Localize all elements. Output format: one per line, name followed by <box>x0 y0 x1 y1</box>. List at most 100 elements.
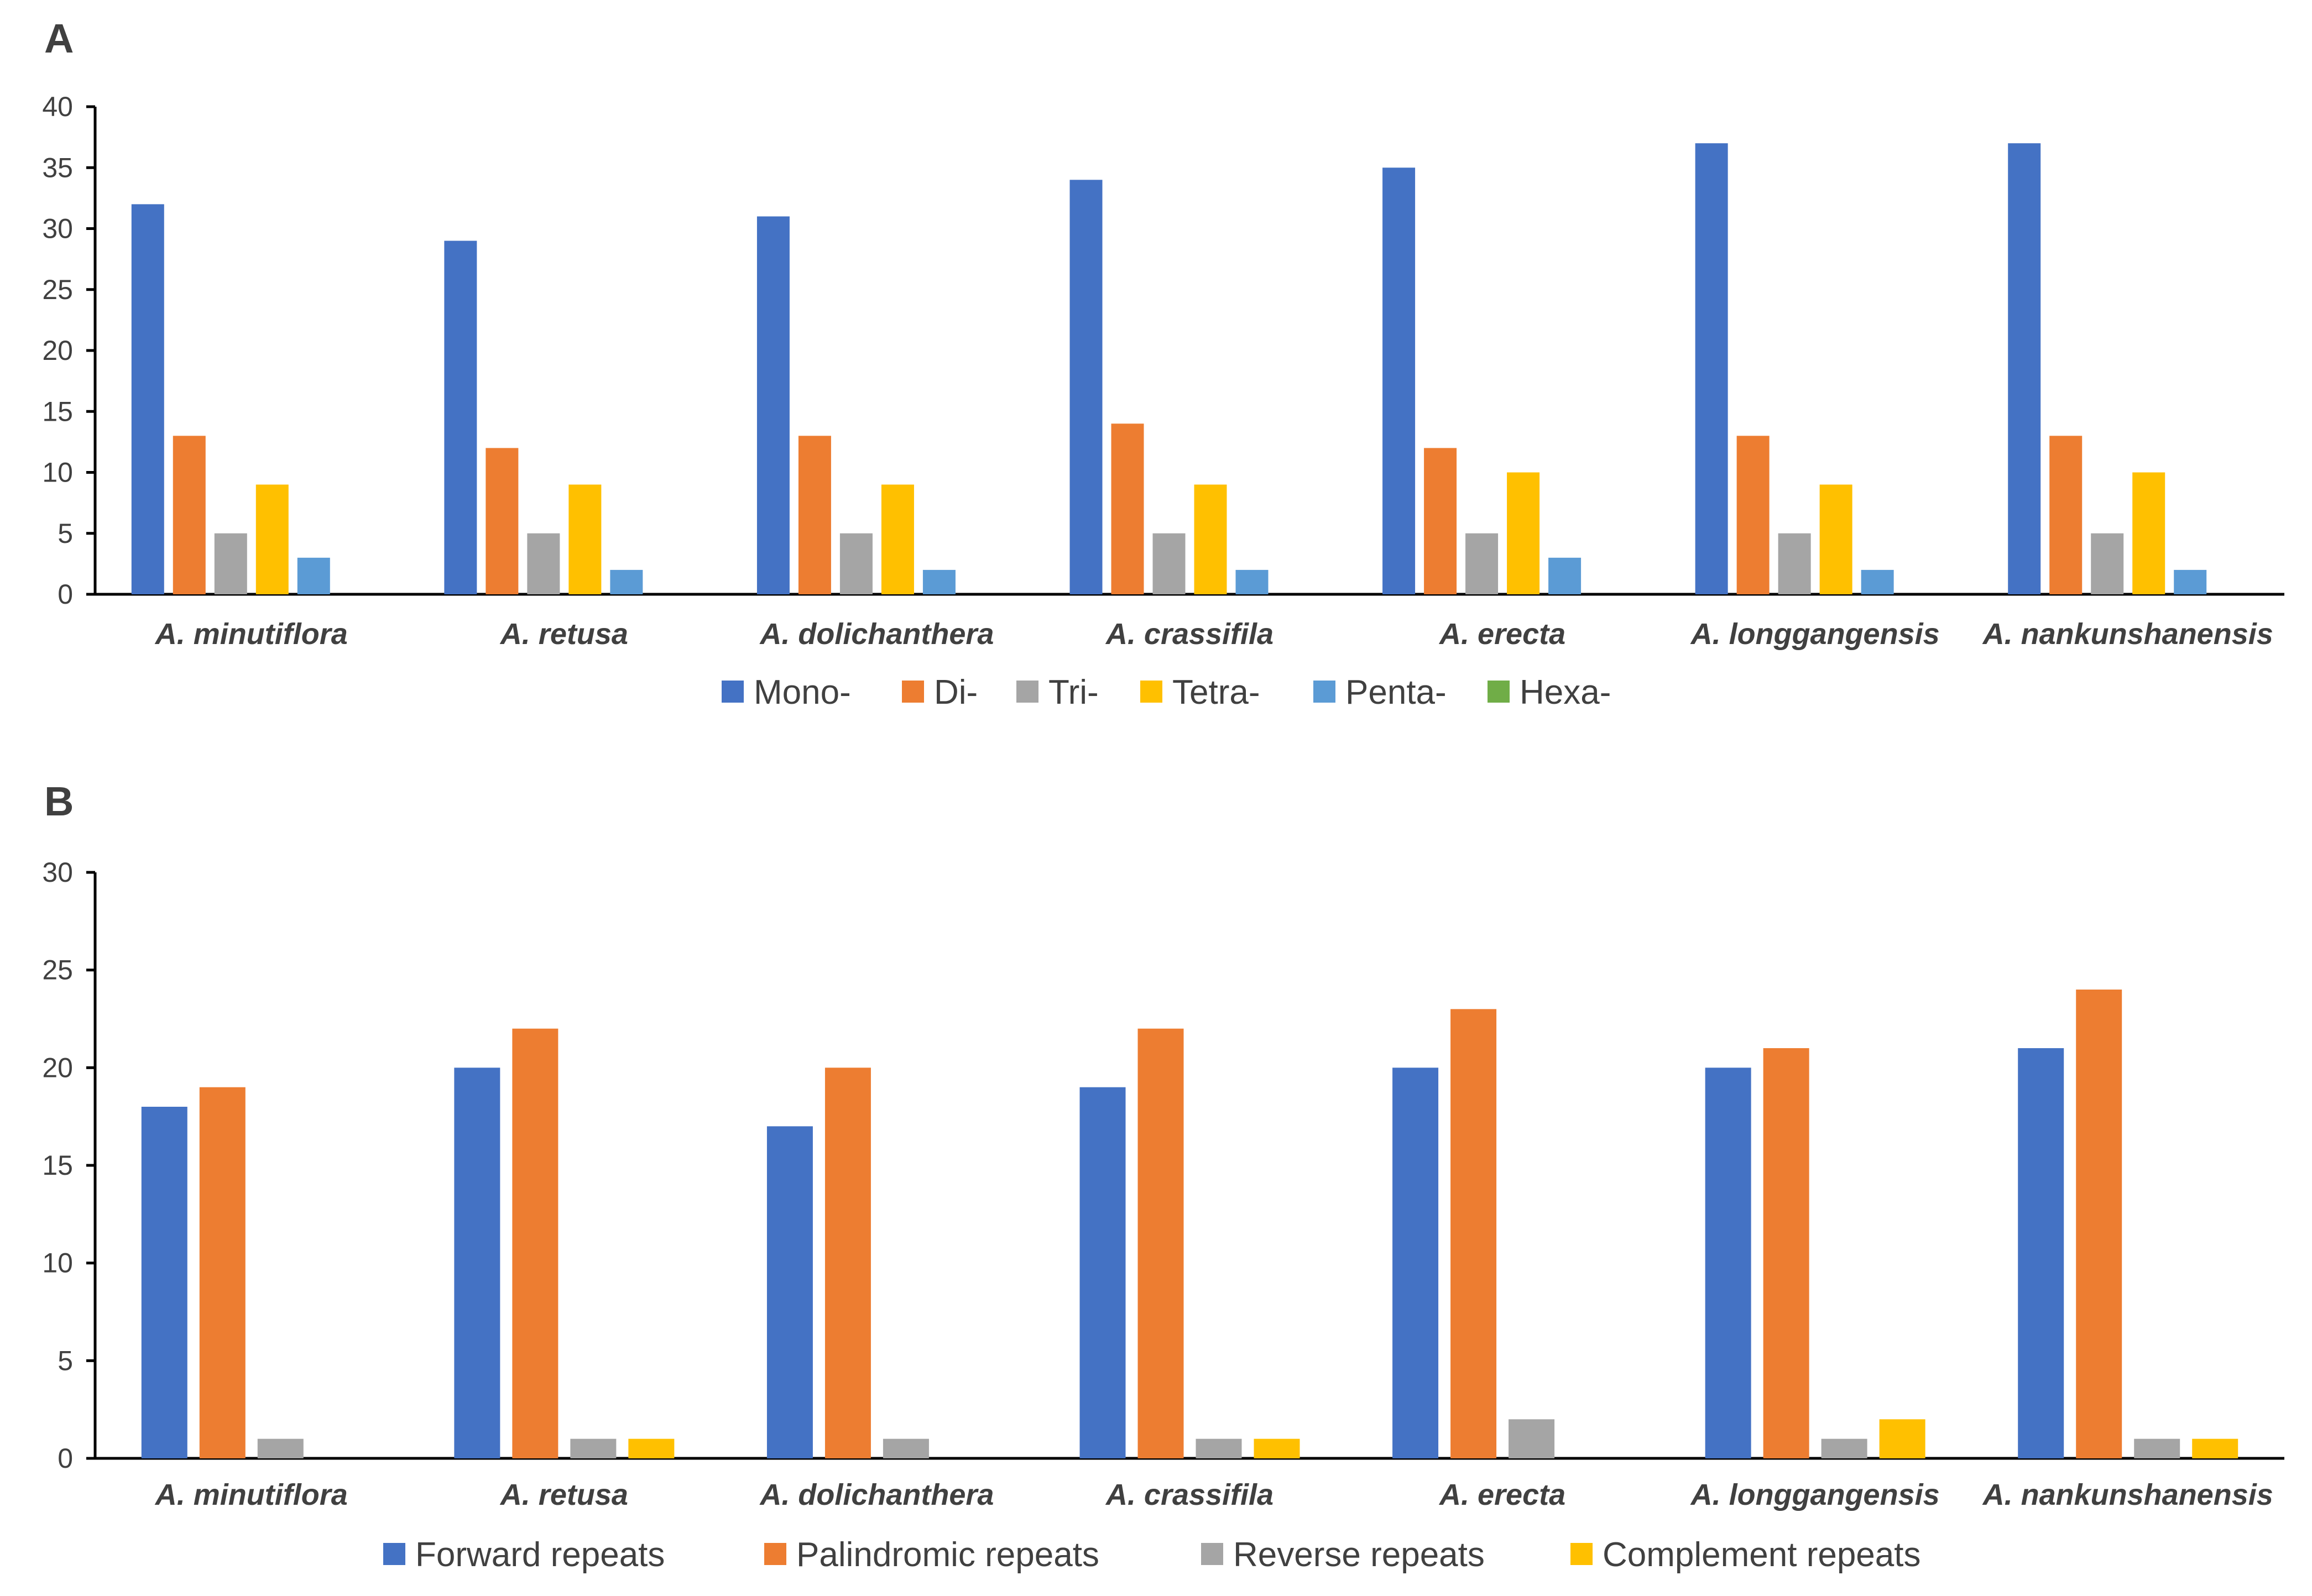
panel-b-y-tick-label: 15 <box>42 1150 73 1181</box>
panel-b-legend-swatch <box>1570 1543 1593 1565</box>
panel-b-legend-label: Complement repeats <box>1603 1536 1921 1574</box>
panel-b-legend-item-complement-repeats: Complement repeats <box>1570 1536 1921 1574</box>
panel-a-y-tick-label: 25 <box>42 274 73 305</box>
panel-a-chart: A 0 5 10 15 20 25 30 35 40 Mono- A. minutiflora: 3… <box>42 15 2284 711</box>
panel-b-category-label: A. minutiflora <box>154 1478 348 1511</box>
panel-a-bar-di-a-nankunshanensis: Di- A. nankunshanensis: 13 <box>2049 436 2083 594</box>
panel-b-chart: B 0 5 10 15 20 25 30 Forward repeats A. minutifl… <box>42 778 2284 1574</box>
panel-b-y-tick-label: 0 <box>58 1443 73 1474</box>
panel-b-legend-label: Palindromic repeats <box>796 1536 1099 1574</box>
panel-b-bar-palindromic-repeats-a-minutiflora: Palindromic repeats A. minutiflora: 19 <box>199 1087 246 1458</box>
panel-b-bar-forward-repeats-a-retusa: Forward repeats A. retusa: 20 <box>454 1068 500 1458</box>
panel-a-bar-mono-a-minutiflora: Mono- A. minutiflora: 32 <box>131 204 164 594</box>
panel-b-category-label: A. retusa <box>499 1478 628 1511</box>
panel-b-legend-swatch <box>1201 1543 1223 1565</box>
panel-b-category-label: A. crassifila <box>1105 1478 1274 1511</box>
panel-a-y-tick-label: 10 <box>42 457 73 488</box>
panel-b-bar-palindromic-repeats-a-retusa: Palindromic repeats A. retusa: 22 <box>512 1028 559 1458</box>
panel-a-bar-mono-a-erecta: Mono- A. erecta: 35 <box>1382 168 1416 594</box>
panel-a-legend-item-mono: Mono- <box>722 673 851 711</box>
panel-a-bar-tetra-a-erecta: Tetra- A. erecta: 10 <box>1507 472 1540 594</box>
panel-b-legend-swatch <box>764 1543 786 1565</box>
panel-a-bar-mono-a-crassifila: Mono- A. crassifila: 34 <box>1069 180 1103 594</box>
panel-a-bar-mono-a-dolichanthera: Mono- A. dolichanthera: 31 <box>756 216 790 594</box>
panel-a-bar-tri-a-nankunshanensis: Tri- A. nankunshanensis: 5 <box>2091 533 2124 594</box>
panel-b-bar-forward-repeats-a-crassifila: Forward repeats A. crassifila: 19 <box>1079 1087 1126 1458</box>
panel-b-bar-reverse-repeats-a-minutiflora: Reverse repeats A. minutiflora: 1 <box>257 1438 304 1458</box>
panel-a-legend-swatch <box>1140 681 1162 703</box>
panel-a-legend-label: Tetra- <box>1172 673 1260 711</box>
panel-a-bar-mono-a-retusa: Mono- A. retusa: 29 <box>444 240 477 594</box>
panel-a-bar-tetra-a-minutiflora: Tetra- A. minutiflora: 9 <box>255 484 289 594</box>
panel-a-bar-tri-a-dolichanthera: Tri- A. dolichanthera: 5 <box>839 533 873 594</box>
panel-a-bar-mono-a-longgangensis: Mono- A. longgangensis: 37 <box>1695 143 1728 594</box>
panel-a-category-label: A. longgangensis <box>1690 618 1940 651</box>
panel-a-legend-item-penta: Penta- <box>1313 673 1447 711</box>
panel-b-bar-reverse-repeats-a-dolichanthera: Reverse repeats A. dolichanthera: 1 <box>883 1438 929 1458</box>
panel-b-bar-palindromic-repeats-a-nankunshanensis: Palindromic repeats A. nankunshanensis: … <box>2076 990 2122 1458</box>
panel-b-legend-label: Forward repeats <box>415 1536 665 1574</box>
panel-b-bar-palindromic-repeats-a-longgangensis: Palindromic repeats A. longgangensis: 21 <box>1763 1048 1809 1458</box>
panel-a-y-tick-label: 0 <box>58 579 73 610</box>
panel-b-category-label: A. longgangensis <box>1690 1478 1940 1511</box>
panel-b-bar-forward-repeats-a-dolichanthera: Forward repeats A. dolichanthera: 17 <box>766 1126 813 1458</box>
panel-b-bar-forward-repeats-a-minutiflora: Forward repeats A. minutiflora: 18 <box>141 1107 187 1458</box>
panel-a-bar-penta-a-retusa: Penta- A. retusa: 2 <box>610 569 643 594</box>
panel-a-bar-tri-a-minutiflora: Tri- A. minutiflora: 5 <box>214 533 247 594</box>
panel-a-bar-penta-a-minutiflora: Penta- A. minutiflora: 3 <box>297 557 330 594</box>
panel-a-category-label: A. minutiflora <box>154 618 348 651</box>
panel-a-bar-di-a-longgangensis: Di- A. longgangensis: 13 <box>1736 436 1770 594</box>
panel-b-bar-complement-repeats-a-retusa: Complement repeats A. retusa: 1 <box>628 1438 675 1458</box>
panel-a-category-label: A. crassifila <box>1105 618 1274 651</box>
panel-a-legend-swatch <box>1016 681 1038 703</box>
panel-b-bar-palindromic-repeats-a-dolichanthera: Palindromic repeats A. dolichanthera: 20 <box>824 1068 871 1458</box>
panel-a-bar-tri-a-crassifila: Tri- A. crassifila: 5 <box>1152 533 1186 594</box>
panel-b-bar-reverse-repeats-a-retusa: Reverse repeats A. retusa: 1 <box>570 1438 617 1458</box>
panel-b-bar-forward-repeats-a-longgangensis: Forward repeats A. longgangensis: 20 <box>1705 1068 1751 1458</box>
panel-a-legend-swatch <box>722 681 744 703</box>
panel-a-y-tick-label: 15 <box>42 396 73 427</box>
panel-b-bar-palindromic-repeats-a-crassifila: Palindromic repeats A. crassifila: 22 <box>1137 1028 1184 1458</box>
panel-a-bar-tri-a-retusa: Tri- A. retusa: 5 <box>527 533 560 594</box>
panel-b-category-label: A. nankunshanensis <box>1982 1478 2273 1511</box>
panel-b-bar-palindromic-repeats-a-erecta: Palindromic repeats A. erecta: 23 <box>1450 1009 1497 1458</box>
panel-a-legend-label: Hexa- <box>1520 673 1611 711</box>
panel-b-legend-item-palindromic-repeats: Palindromic repeats <box>764 1536 1099 1574</box>
panel-a-bar-penta-a-nankunshanensis: Penta- A. nankunshanensis: 2 <box>2174 569 2207 594</box>
panel-a-bar-tetra-a-longgangensis: Tetra- A. longgangensis: 9 <box>1819 484 1852 594</box>
panel-a-bar-penta-a-erecta: Penta- A. erecta: 3 <box>1548 557 1582 594</box>
panel-b-bar-complement-repeats-a-nankunshanensis: Complement repeats A. nankunshanensis: 1 <box>2192 1438 2238 1458</box>
panel-a-bar-di-a-retusa: Di- A. retusa: 12 <box>486 448 519 594</box>
panel-a-bar-penta-a-dolichanthera: Penta- A. dolichanthera: 2 <box>922 569 956 594</box>
panel-a-legend-label: Tri- <box>1048 673 1099 711</box>
panel-b-bar-reverse-repeats-a-erecta: Reverse repeats A. erecta: 2 <box>1509 1419 1555 1458</box>
panel-a-bar-di-a-minutiflora: Di- A. minutiflora: 13 <box>173 436 206 594</box>
panel-a-legend-swatch <box>1488 681 1510 703</box>
panel-a-bar-di-a-dolichanthera: Di- A. dolichanthera: 13 <box>798 436 831 594</box>
panel-a-category-label: A. erecta <box>1438 618 1565 651</box>
panel-b-bar-forward-repeats-a-erecta: Forward repeats A. erecta: 20 <box>1392 1068 1439 1458</box>
panel-b-legend-item-forward-repeats: Forward repeats <box>383 1536 665 1574</box>
panel-a-category-label: A. dolichanthera <box>759 618 994 651</box>
panel-a-bar-tetra-a-retusa: Tetra- A. retusa: 9 <box>568 484 602 594</box>
panel-b-y-tick-label: 5 <box>58 1345 73 1376</box>
panel-a-label: A <box>44 15 74 61</box>
panel-a-bar-penta-a-longgangensis: Penta- A. longgangensis: 2 <box>1861 569 1894 594</box>
panel-a-legend-item-hexa: Hexa- <box>1488 673 1611 711</box>
panel-b-category-label: A. erecta <box>1438 1478 1565 1511</box>
panel-b-bar-reverse-repeats-a-nankunshanensis: Reverse repeats A. nankunshanensis: 1 <box>2134 1438 2180 1458</box>
panel-a-y-tick-label: 5 <box>58 518 73 549</box>
panel-a-bar-tetra-a-crassifila: Tetra- A. crassifila: 9 <box>1194 484 1227 594</box>
panel-a-legend-swatch <box>1313 681 1335 703</box>
panel-a-bar-mono-a-nankunshanensis: Mono- A. nankunshanensis: 37 <box>2008 143 2041 594</box>
panel-a-legend-swatch <box>902 681 924 703</box>
panel-a-legend-item-tetra: Tetra- <box>1140 673 1260 711</box>
panel-b-y-tick-label: 20 <box>42 1052 73 1083</box>
panel-a-category-label: A. nankunshanensis <box>1982 618 2273 651</box>
panel-b-y-tick-label: 10 <box>42 1248 73 1279</box>
panel-a-bar-tetra-a-dolichanthera: Tetra- A. dolichanthera: 9 <box>881 484 914 594</box>
panel-b-category-label: A. dolichanthera <box>759 1478 994 1511</box>
panel-a-bar-di-a-erecta: Di- A. erecta: 12 <box>1424 448 1457 594</box>
panel-b-bar-complement-repeats-a-crassifila: Complement repeats A. crassifila: 1 <box>1254 1438 1300 1458</box>
